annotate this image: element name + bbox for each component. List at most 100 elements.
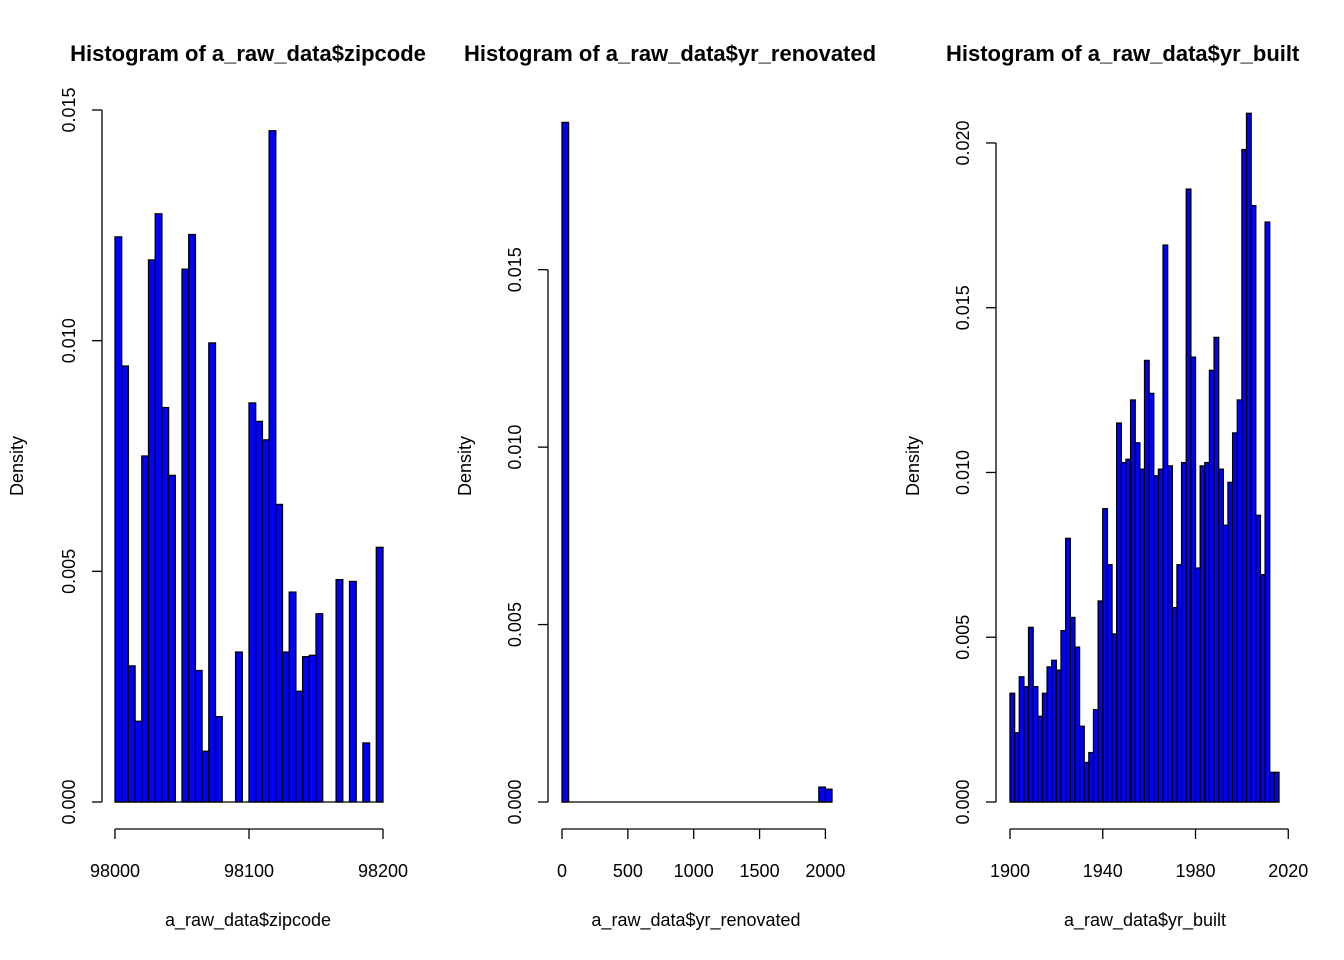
yr-built-bar [1241,148,1248,803]
yr-renovated-x-tick-label: 500 [613,861,643,881]
zipcode-x-tick-label: 98100 [224,861,274,881]
yr-built-bar [1051,659,1058,803]
yr-renovated-bar [561,121,570,803]
yr-built-bar [1222,524,1229,803]
zipcode-x-tick-label: 98000 [90,861,140,881]
yr-built-histogram-title: Histogram of a_raw_data$yr_built [946,41,1300,66]
yr-built-bar [1106,564,1113,803]
zipcode-bar [161,406,170,803]
zipcode-bars [114,130,384,803]
zipcode-bar [248,402,257,803]
yr-built-bar [1013,732,1020,803]
yr-built-bar [1009,692,1016,803]
zipcode-bar [275,503,284,803]
zipcode-histogram-title: Histogram of a_raw_data$zipcode [70,41,426,66]
yr-built-y-tick-label: 0.020 [953,120,973,165]
zipcode-bar [295,690,304,803]
zipcode-y-tick-label: 0.010 [59,318,79,363]
yr-renovated-x-axis: 0 500 1000 1500 2000 [557,828,845,881]
yr-renovated-x-tick-label: 0 [557,861,567,881]
zipcode-bar [194,669,203,803]
yr-built-bar [1171,606,1178,803]
yr-built-bar [1204,461,1211,803]
yr-built-bar [1273,771,1280,803]
zipcode-bar [301,656,310,803]
zipcode-bar [288,591,297,803]
yr-renovated-bar [824,788,833,803]
zipcode-bar [268,130,277,803]
yr-built-bar [1194,567,1201,803]
yr-built-bar [1190,356,1197,803]
yr-built-x-tick-label: 2020 [1268,861,1308,881]
yr-built-histogram-panel: Histogram of a_raw_data$yr_built a_raw_d… [903,41,1308,931]
yr-built-bar [1102,508,1109,803]
zipcode-y-axis: 0.000 0.005 0.010 0.015 [59,87,103,825]
zipcode-bar [214,716,223,803]
yr-built-bar [1018,676,1025,803]
yr-built-bar [1032,686,1039,803]
yr-built-bar [1139,468,1146,803]
zipcode-bar [261,439,270,803]
zipcode-bar [181,268,190,803]
zipcode-bar [308,654,317,803]
zipcode-y-axis-label: Density [7,436,27,496]
yr-built-bar [1157,468,1164,803]
yr-built-x-tick-label: 1980 [1175,861,1215,881]
yr-renovated-x-axis-label: a_raw_data$yr_renovated [591,910,800,931]
yr-built-y-tick-label: 0.005 [953,615,973,660]
yr-renovated-y-tick-label: 0.005 [505,602,525,647]
zipcode-bar [234,651,243,803]
yr-renovated-y-axis-label: Density [455,436,475,496]
zipcode-bar [121,365,130,803]
yr-built-bar [1167,465,1173,803]
zipcode-x-axis-label: a_raw_data$zipcode [165,910,331,931]
yr-built-bar [1259,573,1266,803]
yr-built-bar [1125,458,1132,803]
yr-built-bar [1111,633,1118,803]
yr-built-bar [1041,692,1048,803]
yr-built-y-tick-label: 0.015 [953,285,973,330]
yr-built-bar [1148,392,1155,803]
zipcode-y-tick-label: 0.000 [59,779,79,824]
yr-built-bar [1176,564,1183,803]
yr-built-bar [1069,616,1076,803]
yr-renovated-x-tick-label: 1000 [674,861,714,881]
yr-built-bar [1078,725,1085,803]
yr-built-bar [1088,751,1095,803]
zipcode-bar [255,420,264,803]
yr-built-bar [1213,336,1220,803]
zipcode-bar [167,474,176,803]
yr-built-x-axis-label: a_raw_data$yr_built [1064,910,1226,931]
yr-built-bar [1245,112,1252,803]
yr-built-bars [1009,112,1280,803]
yr-built-bar [1218,468,1224,803]
yr-built-bar [1208,369,1215,803]
zipcode-y-tick-label: 0.015 [59,87,79,132]
zipcode-bar [208,342,217,803]
yr-built-y-tick-label: 0.010 [953,450,973,495]
yr-built-bar [1199,465,1206,803]
yr-built-bar [1060,630,1067,803]
yr-built-bar [1231,432,1238,803]
yr-built-y-axis: 0.000 0.005 0.010 0.015 0.020 [953,120,997,825]
yr-built-y-axis-label: Density [903,436,923,496]
yr-built-bar [1153,475,1160,803]
yr-renovated-x-tick-label: 2000 [805,861,845,881]
yr-built-bar [1023,686,1030,803]
yr-built-bar [1185,188,1192,803]
yr-built-x-tick-label: 1900 [990,861,1030,881]
yr-built-bar [1116,422,1122,803]
zipcode-bar [141,455,150,803]
zipcode-y-tick-label: 0.005 [59,549,79,594]
yr-built-bar [1255,514,1262,803]
zipcode-bar [348,580,357,803]
yr-built-bar [1097,600,1104,803]
zipcode-bar [362,742,371,803]
yr-renovated-y-tick-label: 0.015 [505,247,525,292]
yr-renovated-bars [561,121,833,803]
yr-built-y-tick-label: 0.000 [953,779,973,824]
yr-renovated-y-tick-label: 0.010 [505,425,525,470]
yr-renovated-y-tick-label: 0.000 [505,779,525,824]
yr-built-bar [1264,221,1271,803]
zipcode-x-tick-label: 98200 [358,861,408,881]
